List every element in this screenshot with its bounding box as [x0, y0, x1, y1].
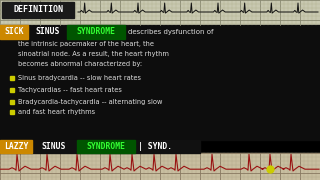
Text: becomes abnormal characterized by:: becomes abnormal characterized by: [18, 61, 142, 67]
Text: the intrinsic pacemaker of the heart, the: the intrinsic pacemaker of the heart, th… [18, 41, 154, 47]
Bar [10, 100, 14, 104]
Bar [10, 110, 14, 114]
Text: | SYND.: | SYND. [138, 142, 172, 151]
Text: Sinus bradycardia -- slow heart rates: Sinus bradycardia -- slow heart rates [18, 75, 141, 81]
Text: describes dysfunction of: describes dysfunction of [128, 29, 213, 35]
Text: DEFINITION: DEFINITION [13, 6, 63, 15]
Text: sinoatrial node. As a result, the heart rhythm: sinoatrial node. As a result, the heart … [18, 51, 169, 57]
Text: SICK: SICK [4, 28, 24, 37]
Text: SYNDROME: SYNDROME [76, 28, 116, 37]
Bar [10, 88, 14, 92]
Bar [0, 0, 320, 25]
Bar [2, 2, 74, 18]
Bar [0, 25, 28, 39]
Text: LAZZY: LAZZY [4, 142, 28, 151]
Bar [77, 140, 135, 153]
Bar [0, 25, 320, 140]
Text: Bradycardia-tachycardia -- alternating slow: Bradycardia-tachycardia -- alternating s… [18, 99, 162, 105]
Bar [10, 76, 14, 80]
Text: and fast heart rhythms: and fast heart rhythms [18, 109, 95, 115]
Bar [0, 140, 32, 153]
Bar [0, 140, 200, 153]
Text: SYNDROME: SYNDROME [86, 142, 125, 151]
Bar [67, 25, 125, 39]
Text: Tachycardias -- fast heart rates: Tachycardias -- fast heart rates [18, 87, 122, 93]
Text: SINUS: SINUS [36, 28, 60, 37]
Bar [0, 153, 320, 180]
Text: SINUS: SINUS [42, 142, 66, 151]
